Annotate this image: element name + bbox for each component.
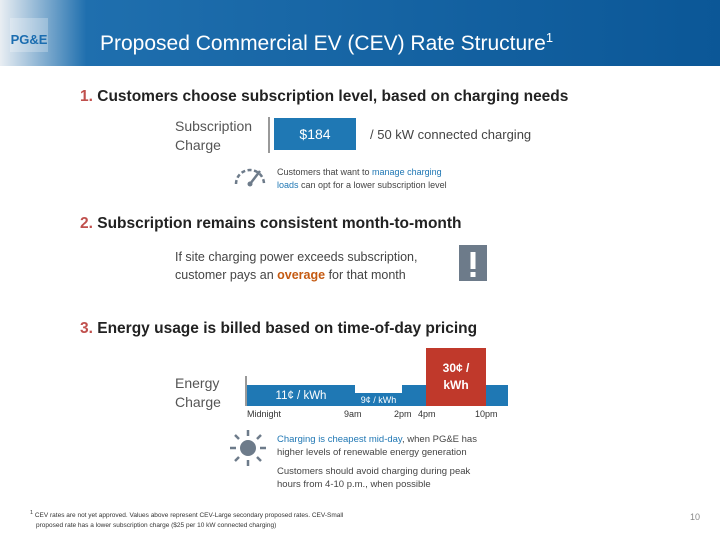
footnote: 1 CEV rates are not yet approved. Values… [30,508,450,531]
note-highlight: manage charging [372,167,442,177]
peak-avoid-line2: hours from 4-10 p.m., when possible [277,479,431,490]
overage-line2-text: customer pays an [175,268,278,282]
tick-2pm: 2pm [394,409,412,419]
subscription-price: $184 [299,126,331,142]
tick-midnight: Midnight [247,409,282,419]
note-highlight: loads [277,180,299,190]
energy-label-line1: Energy [175,375,220,391]
section3-heading-text: Energy usage is billed based on time-of-… [97,320,478,337]
section1-number: 1. [80,88,93,105]
section2-heading-text: Subscription remains consistent month-to… [97,215,462,232]
energy-chart-axis [245,376,247,406]
midday-note: Charging is cheapest mid-day, when PG&E … [277,433,527,459]
subscription-price-desc: / 50 kW connected charging [370,127,532,142]
subscription-price-box: $184 [274,118,356,150]
page-number: 10 [690,512,701,522]
section3-heading: 3. Energy usage is billed based on time-… [80,320,477,338]
gauge-icon [230,160,270,190]
overage-highlight: overage [277,268,326,282]
peak-rate-line1: 30¢ / [442,361,470,375]
title-footnote-mark: 1 [545,30,554,45]
overage-line1: If site charging power exceeds subscript… [175,250,418,264]
note-text: can opt for a lower subscription level [298,180,447,190]
super-off-peak-rate-bar: 9¢ / kWh [355,393,402,406]
subscription-note: Customers that want to manage charging l… [277,166,497,192]
footnote-line2: proposed rate has a lower subscription c… [36,522,277,530]
footnote-mark: 1 [30,510,34,516]
overage-line2-text: for that month [325,268,406,282]
subscription-label-line2: Charge [175,137,221,153]
sun-icon [228,428,268,468]
evening-rate-bar [486,385,508,406]
subscription-label-line1: Subscription [175,118,253,134]
slide-header: PG&E Proposed Commercial EV (CEV) Rate S… [0,0,720,70]
subscription-divider [268,117,270,153]
energy-label: Energy Charge [175,374,221,412]
warning-icon [455,243,491,283]
peak-avoid-line1: Customers should avoid charging during p… [277,466,471,477]
midday-note-text: , when PG&E has [401,434,477,445]
off-peak-rate-bar: 11¢ / kWh [247,385,355,406]
tick-4pm: 4pm [418,409,436,419]
off-peak-rate: 11¢ / kWh [275,389,327,402]
overage-text: If site charging power exceeds subscript… [175,248,418,284]
peak-avoid-note: Customers should avoid charging during p… [277,465,527,491]
note-text: Customers that want to [277,167,373,177]
super-off-peak-rate: 9¢ / kWh [360,394,397,405]
midday-note-line2: higher levels of renewable energy genera… [277,447,467,458]
pge-logo: PG&E [6,10,54,58]
section2-heading: 2. Subscription remains consistent month… [80,215,462,233]
header-banner [0,0,720,66]
energy-label-line2: Charge [175,394,221,410]
tick-9am: 9am [344,409,362,419]
section1-heading: 1. Customers choose subscription level, … [80,88,568,106]
shoulder-rate-bar [402,385,426,406]
page-title: Proposed Commercial EV (CEV) Rate Struct… [100,30,553,56]
peak-rate-line2: kWh [443,378,469,392]
midday-highlight: Charging is cheapest mid-day [277,434,402,445]
subscription-label: Subscription Charge [175,117,252,155]
section1-heading-text: Customers choose subscription level, bas… [97,88,569,105]
page-title-text: Proposed Commercial EV (CEV) Rate Struct… [100,32,546,55]
section3-number: 3. [80,320,93,337]
peak-rate-bar: 30¢ / kWh [426,348,486,406]
tick-10pm: 10pm [475,409,498,419]
svg-text:PG&E: PG&E [11,32,48,47]
section2-number: 2. [80,215,93,232]
footnote-line1: CEV rates are not yet approved. Values a… [34,512,344,520]
